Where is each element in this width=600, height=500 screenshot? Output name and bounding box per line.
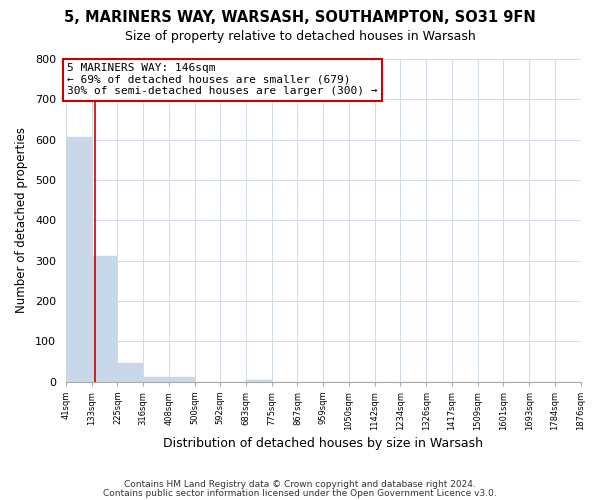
X-axis label: Distribution of detached houses by size in Warsash: Distribution of detached houses by size … bbox=[163, 437, 483, 450]
Bar bbox=[118, 363, 143, 382]
Text: Size of property relative to detached houses in Warsash: Size of property relative to detached ho… bbox=[125, 30, 475, 43]
Bar bbox=[143, 378, 169, 382]
Text: 5, MARINERS WAY, WARSASH, SOUTHAMPTON, SO31 9FN: 5, MARINERS WAY, WARSASH, SOUTHAMPTON, S… bbox=[64, 10, 536, 25]
Y-axis label: Number of detached properties: Number of detached properties bbox=[15, 128, 28, 314]
Text: 5 MARINERS WAY: 146sqm
← 69% of detached houses are smaller (679)
30% of semi-de: 5 MARINERS WAY: 146sqm ← 69% of detached… bbox=[67, 63, 377, 96]
Text: Contains public sector information licensed under the Open Government Licence v3: Contains public sector information licen… bbox=[103, 489, 497, 498]
Bar bbox=[246, 380, 272, 382]
Bar bbox=[66, 137, 92, 382]
Bar bbox=[92, 256, 118, 382]
Bar bbox=[169, 376, 194, 382]
Text: Contains HM Land Registry data © Crown copyright and database right 2024.: Contains HM Land Registry data © Crown c… bbox=[124, 480, 476, 489]
